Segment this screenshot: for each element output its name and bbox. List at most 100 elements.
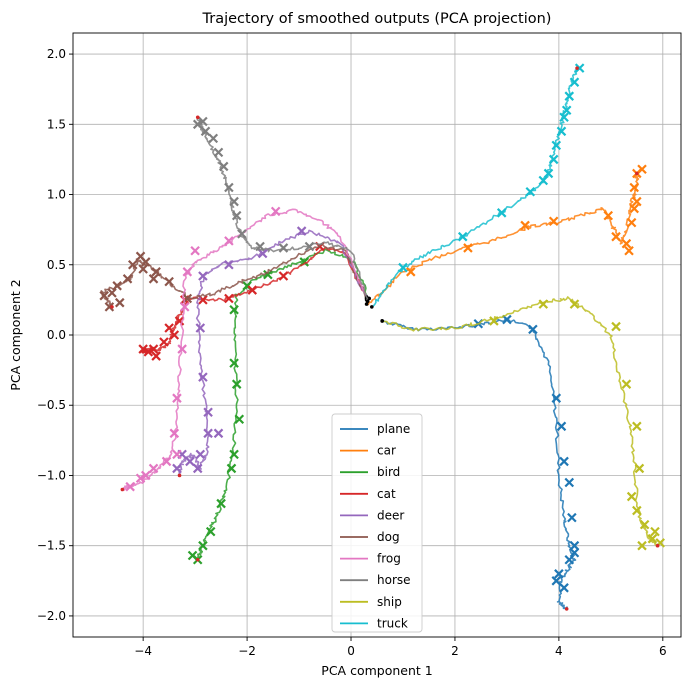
y-tick-label: 1.0 <box>47 188 66 202</box>
checkpoint-marker <box>520 220 530 231</box>
end-marker <box>564 607 569 611</box>
checkpoint-marker <box>205 526 216 537</box>
checkpoint-marker <box>172 449 182 460</box>
end-marker <box>141 350 145 354</box>
end-marker <box>120 487 125 492</box>
series-cat <box>138 241 369 361</box>
checkpoint-marker <box>543 168 554 179</box>
legend-label-deer: deer <box>377 508 404 522</box>
checkpoint-marker <box>164 276 174 287</box>
checkpoint-marker <box>564 477 575 488</box>
y-tick-label: 2.0 <box>47 47 66 61</box>
legend-label-ship: ship <box>377 595 402 609</box>
checkpoint-marker <box>639 519 650 530</box>
legend-label-dog: dog <box>377 530 400 544</box>
checkpoint-marker <box>551 393 562 403</box>
checkpoint-marker <box>632 421 642 432</box>
series-line-horse <box>196 116 369 302</box>
checkpoint-marker <box>551 140 562 151</box>
series-line-bird <box>195 248 369 561</box>
checkpoint-marker <box>406 267 416 277</box>
legend-label-frog: frog <box>377 552 401 566</box>
y-tick-label: −0.5 <box>37 398 66 412</box>
checkpoint-marker <box>148 274 159 284</box>
checkpoint-marker <box>538 175 549 186</box>
y-tick-label: 0.0 <box>47 328 66 342</box>
series-deer <box>172 226 369 478</box>
legend-label-truck: truck <box>377 616 408 630</box>
checkpoint-marker <box>224 182 234 193</box>
series-bird <box>187 248 372 565</box>
y-tick-label: −2.0 <box>37 609 66 623</box>
checkpoint-marker <box>125 481 135 492</box>
checkpoint-marker <box>229 358 239 368</box>
x-tick-label: 0 <box>347 644 355 658</box>
checkpoint-marker <box>574 63 585 73</box>
checkpoint-marker <box>398 262 408 273</box>
checkpoint-marker <box>564 91 575 101</box>
series-ship <box>380 296 665 551</box>
checkpoint-marker <box>135 251 146 262</box>
checkpoint-marker <box>278 271 289 281</box>
checkpoint-marker <box>203 428 213 439</box>
x-tick-label: −2 <box>238 644 256 658</box>
series-line-cat <box>141 246 368 354</box>
checkpoint-marker <box>603 210 614 221</box>
checkpoint-marker <box>138 264 148 274</box>
checkpoint-marker <box>224 259 234 270</box>
checkpoint-marker <box>198 372 208 382</box>
checkpoint-marker <box>135 473 146 484</box>
start-marker <box>370 305 374 309</box>
checkpoint-marker <box>538 299 549 309</box>
x-tick-label: 6 <box>659 644 667 658</box>
legend-label-plane: plane <box>377 422 410 436</box>
x-tick-label: 2 <box>451 644 459 658</box>
checkpoint-marker <box>569 547 580 558</box>
checkpoint-marker <box>112 281 122 291</box>
checkpoint-marker <box>177 344 187 354</box>
x-tick-label: 4 <box>555 644 563 658</box>
start-marker <box>380 319 384 323</box>
series-frog <box>120 206 369 492</box>
end-marker <box>110 305 114 309</box>
checkpoint-marker <box>208 133 219 144</box>
checkpoint-marker <box>200 126 211 137</box>
end-marker <box>575 66 579 70</box>
checkpoint-marker <box>548 154 559 165</box>
end-marker <box>195 557 200 562</box>
checkpoint-marker <box>525 186 536 197</box>
start-marker <box>365 299 370 304</box>
checkpoint-marker <box>122 274 133 284</box>
y-tick-label: −1.0 <box>37 468 66 482</box>
checkpoint-marker <box>190 245 200 256</box>
checkpoint-marker <box>556 421 567 432</box>
checkpoint-marker <box>556 126 567 137</box>
y-tick-label: 1.5 <box>47 117 66 131</box>
checkpoint-marker <box>195 323 206 333</box>
legend-label-bird: bird <box>377 465 400 479</box>
checkpoint-marker <box>237 229 247 239</box>
checkpoint-marker <box>192 463 203 474</box>
end-marker <box>195 115 200 120</box>
checkpoint-marker <box>611 321 621 332</box>
checkpoint-marker <box>140 470 151 481</box>
checkpoint-marker <box>229 449 239 460</box>
checkpoint-marker <box>169 330 180 340</box>
checkpoint-marker <box>548 216 559 227</box>
checkpoint-marker <box>224 236 234 246</box>
tick-layer: −4 −2 0 2 4 6 −2.0 −1.5 −1.0 −0.5 0.0 0.5 1.0 1.5 2.0 <box>37 47 667 658</box>
legend-label-car: car <box>377 444 396 458</box>
checkpoint-marker <box>263 269 273 280</box>
checkpoint-marker <box>164 323 174 333</box>
checkpoint-marker <box>213 147 224 158</box>
checkpoint-marker <box>296 226 307 236</box>
checkpoint-marker <box>107 288 117 298</box>
checkpoint-marker <box>234 414 245 425</box>
legend: plane car bird cat deer dog frog horse ship truck <box>331 413 423 633</box>
checkpoint-marker <box>528 324 538 335</box>
checkpoint-marker <box>632 196 642 207</box>
checkpoint-marker <box>169 428 180 439</box>
checkpoint-marker <box>151 351 161 361</box>
checkpoint-marker <box>559 583 569 593</box>
